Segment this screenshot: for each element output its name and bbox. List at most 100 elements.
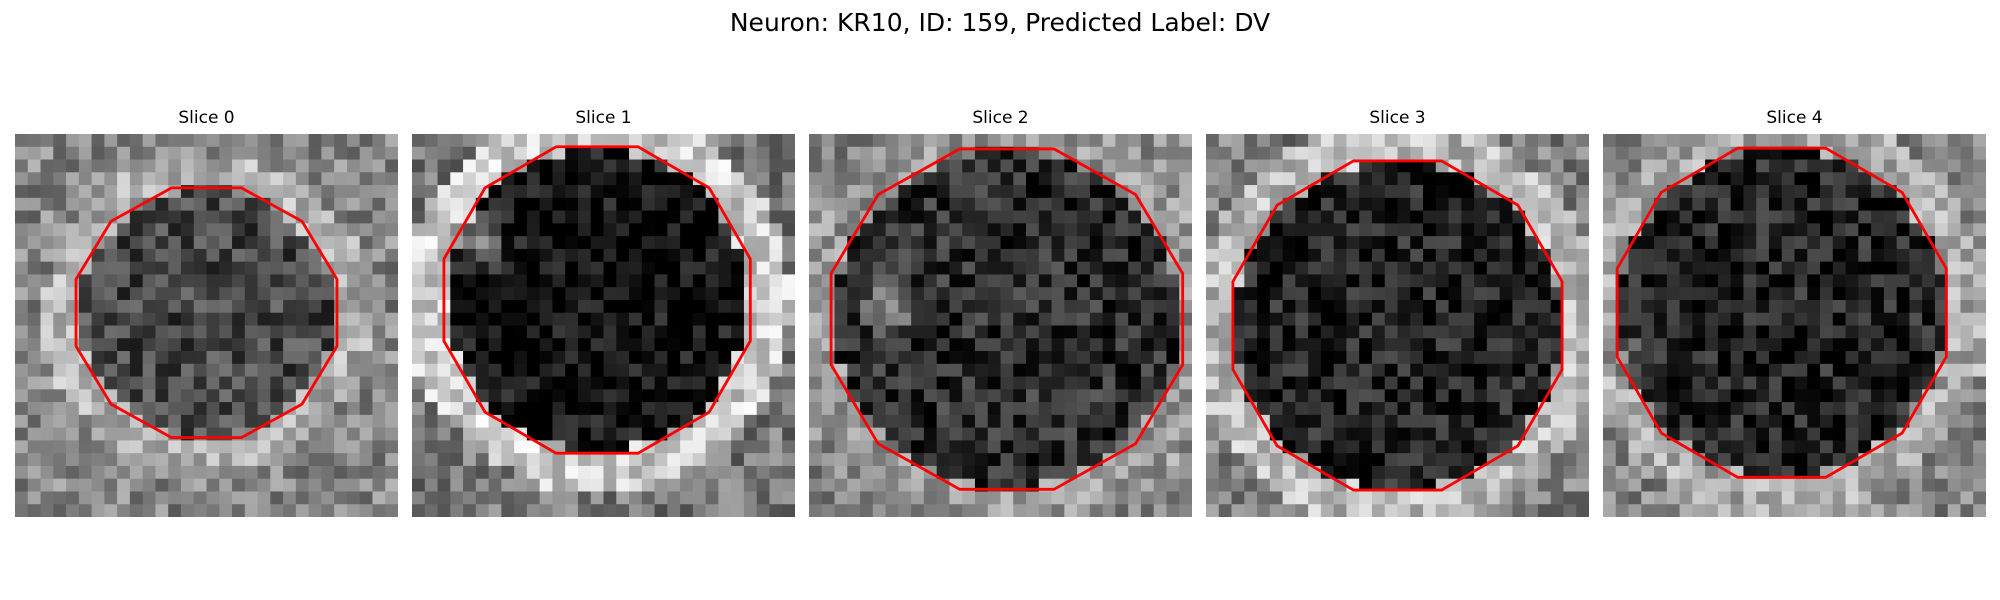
slice-pixel [1550,159,1564,173]
slice-pixel [1077,299,1091,314]
slice-pixel [308,261,322,275]
slice-pixel [705,172,719,186]
slice-pixel [743,465,758,480]
slice-pixel [206,172,220,186]
slice-pixel [1768,402,1783,416]
slice-pixel [731,389,745,403]
slice-pixel [629,312,643,326]
slice-pixel [731,299,745,314]
slice-pixel [91,197,105,211]
slice-pixel [860,287,874,301]
slice-pixel [911,261,925,275]
slice-pixel [667,274,681,288]
slice-pixel [1922,351,1936,365]
slice-pixel [1641,236,1655,250]
slice-pixel [385,363,398,377]
slice-pixel [78,338,92,352]
slice-pixel [27,299,41,314]
slice-pixel [1064,185,1078,199]
slice-pixel [1231,185,1245,199]
slice-pixel [1423,402,1437,416]
slice-pixel [1384,185,1398,199]
slice-pixel [91,261,105,275]
slice-pixel [1423,504,1437,517]
slice-pixel [1654,159,1668,173]
slice-pixel [962,376,976,390]
slice-pixel [834,478,848,492]
slice-pixel [257,478,271,492]
slice-pixel [78,427,92,441]
slice-pixel [346,363,361,377]
slice-pixel [821,478,835,492]
slice-pixel [821,185,835,199]
slice-pixel [321,159,335,173]
slice-pixel [1603,325,1617,339]
slice-pixel [552,402,566,416]
slice-pixel [142,402,156,416]
slice-pixel [1499,351,1513,365]
slice-pixel [283,338,297,352]
slice-pixel [885,351,899,365]
slice-pixel [603,210,617,224]
slice-pixel [1218,325,1232,339]
slice-pixel [1576,478,1589,492]
slice-pixel [1730,248,1744,263]
slice-pixel [1102,504,1116,517]
slice-pixel [1397,172,1411,186]
slice-pixel [1832,491,1846,505]
slice-pixel [1308,299,1322,314]
slice-pixel [885,376,899,390]
slice-pixel [590,363,604,377]
slice-pixel [885,248,899,263]
slice-pixel [91,223,105,237]
slice-pixel [1871,197,1885,211]
slice-pixel [1269,185,1283,199]
slice-pixel [1871,402,1885,416]
slice-pixel [1794,491,1808,505]
slice-pixel [424,210,438,224]
slice-pixel [180,312,195,326]
slice-pixel [1179,134,1192,148]
slice-pixel [603,248,617,263]
slice-pixel [1038,274,1052,288]
slice-pixel [526,351,541,365]
slice-pixel [1218,363,1232,377]
slice-pixel [603,491,617,505]
slice-pixel [1089,351,1104,365]
slice-pixel [1384,223,1398,237]
slice-pixel [1705,287,1719,301]
slice-pixel [1397,504,1411,517]
slice-pixel [936,236,950,250]
slice-pixel [1102,312,1116,326]
slice-pixel [1064,223,1078,237]
slice-pixel [590,338,604,352]
slice-pixel [334,134,348,148]
slice-pixel [526,389,541,403]
slice-pixel [1320,389,1335,403]
slice-pixel [450,134,464,148]
slice-pixel [1781,312,1795,326]
slice-pixel [1038,338,1052,352]
slice-pixel [872,325,886,339]
slice-pixel [283,274,297,288]
slice-pixel [872,363,886,377]
slice-pixel [1896,440,1910,454]
slice-pixel [1153,440,1167,454]
slice-pixel [1231,223,1245,237]
slice-pixel [1423,376,1437,390]
slice-pixel [1128,236,1142,250]
slice-pixel [206,414,220,429]
slice-pixel [244,376,258,390]
slice-pixel [1282,465,1296,480]
slice-pixel [1218,491,1232,505]
slice-pixel [860,478,874,492]
slice-pixel [1499,274,1513,288]
slice-pixel [206,146,220,160]
slice-pixel [1615,376,1629,390]
slice-pixel [27,134,41,148]
slice-pixel [53,389,67,403]
slice-pixel [1909,338,1923,352]
slice-pixel [1820,185,1834,199]
slice-pixel [936,376,950,390]
slice-pixel [180,299,195,314]
